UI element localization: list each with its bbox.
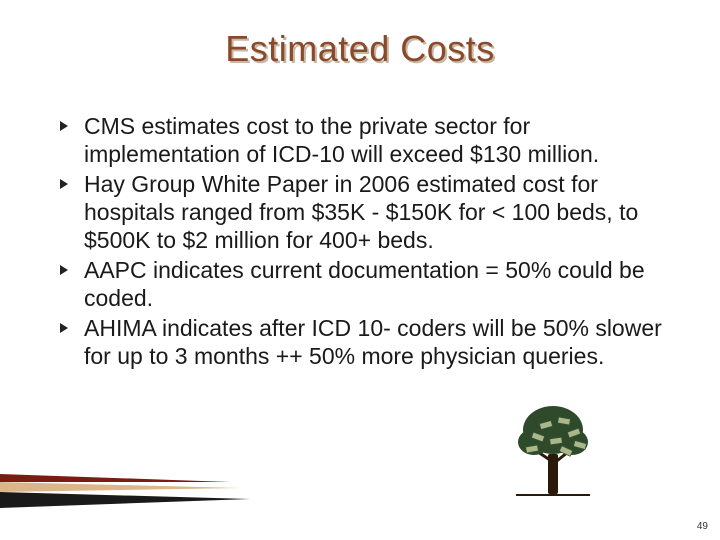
page-number: 49 [697, 521, 708, 532]
bullet-list: CMS estimates cost to the private sector… [48, 112, 672, 370]
slide-title: Estimated Costs [48, 28, 672, 70]
bullet-item: Hay Group White Paper in 2006 estimated … [56, 170, 672, 254]
bullet-item: AAPC indicates current documentation = 5… [56, 256, 672, 312]
slide: Estimated Costs CMS estimates cost to th… [0, 0, 720, 540]
money-tree-icon [510, 402, 596, 498]
bullet-item: CMS estimates cost to the private sector… [56, 112, 672, 168]
decorative-wedge-icon [0, 474, 250, 508]
bullet-item: AHIMA indicates after ICD 10- coders wil… [56, 314, 672, 370]
